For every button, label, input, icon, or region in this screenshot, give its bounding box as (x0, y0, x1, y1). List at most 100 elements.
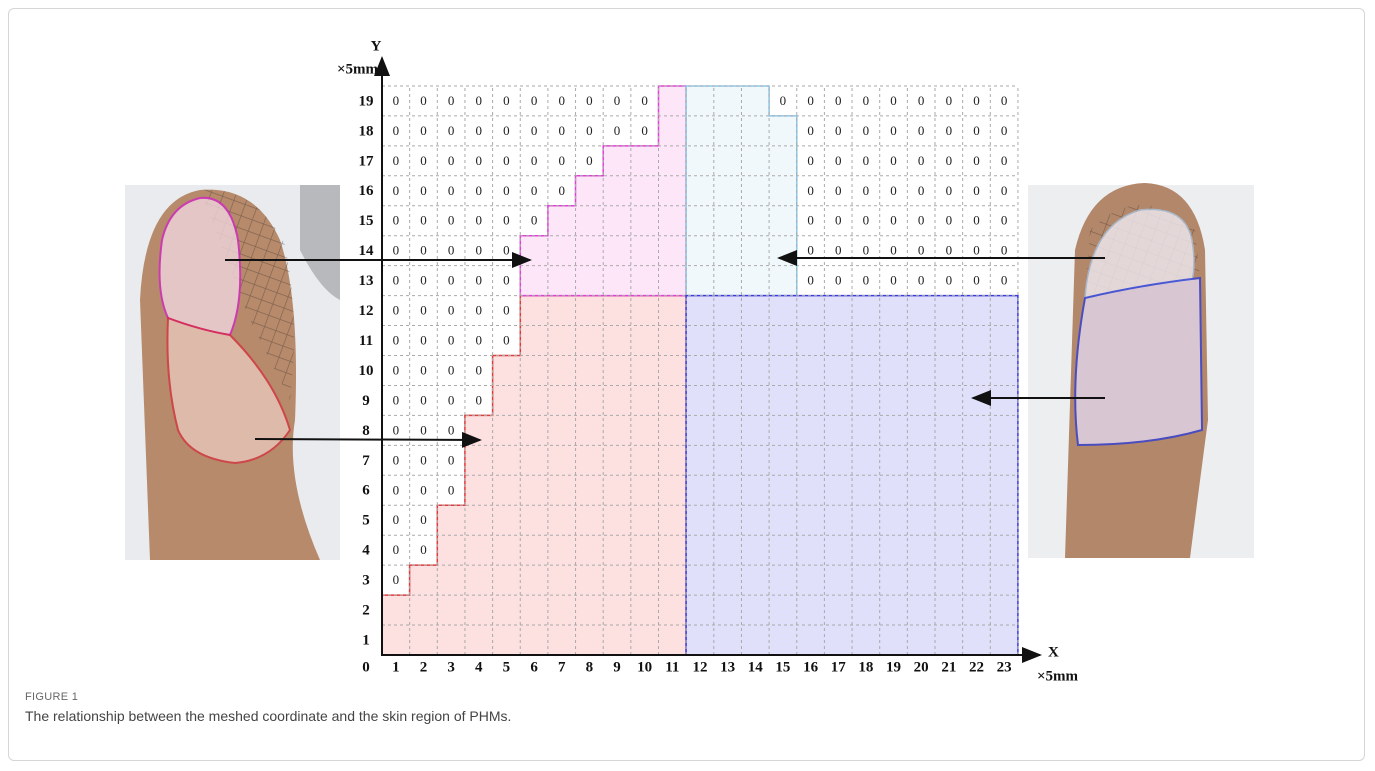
cell-value: 0 (476, 362, 483, 377)
cell-value: 0 (393, 153, 400, 168)
cell-value: 0 (420, 392, 427, 407)
x-tick-label: 6 (530, 659, 538, 675)
cell-value: 0 (420, 512, 427, 527)
caption-label: FIGURE 1 (25, 691, 78, 703)
cell-value: 0 (835, 213, 842, 228)
cell-value: 0 (973, 183, 980, 198)
cell-value: 0 (918, 183, 925, 198)
cell-value: 0 (863, 183, 870, 198)
cell-value: 0 (863, 153, 870, 168)
cell-value: 0 (393, 422, 400, 437)
y-tick-label: 11 (359, 333, 373, 349)
cell-value: 0 (558, 153, 565, 168)
cell-value: 0 (973, 93, 980, 108)
y-axis-unit: ×5mm (337, 61, 379, 77)
cell-value: 0 (476, 183, 483, 198)
x-tick-label: 7 (558, 659, 566, 675)
y-tick-label: 13 (359, 273, 374, 289)
cell-value: 0 (863, 123, 870, 138)
cell-value: 0 (503, 213, 510, 228)
cell-value: 0 (890, 93, 897, 108)
cell-value: 0 (890, 213, 897, 228)
cell-value: 0 (558, 183, 565, 198)
cell-value: 0 (393, 392, 400, 407)
cell-value: 0 (614, 123, 621, 138)
cell-value: 0 (448, 153, 455, 168)
cell-value: 0 (393, 243, 400, 258)
cell-value: 0 (835, 273, 842, 288)
right-photo (1028, 183, 1254, 558)
cell-value: 0 (503, 333, 510, 348)
cell-value: 0 (946, 243, 953, 258)
cell-value: 0 (807, 93, 814, 108)
cell-value: 0 (393, 93, 400, 108)
cell-value: 0 (973, 123, 980, 138)
y-tick-label: 5 (362, 513, 370, 529)
cell-value: 0 (420, 333, 427, 348)
cell-value: 0 (448, 183, 455, 198)
cell-value: 0 (1001, 93, 1008, 108)
cell-value: 0 (420, 482, 427, 497)
cell-value: 0 (448, 243, 455, 258)
cell-value: 0 (476, 243, 483, 258)
cell-value: 0 (393, 123, 400, 138)
cell-value: 0 (531, 153, 538, 168)
y-tick-label: 4 (362, 543, 370, 559)
cell-value: 0 (586, 93, 593, 108)
cell-value: 0 (558, 93, 565, 108)
x-tick-label: 10 (637, 659, 652, 675)
x-tick-label: 13 (720, 659, 735, 675)
cell-value: 0 (393, 572, 400, 587)
cell-value: 0 (918, 93, 925, 108)
cell-value: 0 (448, 93, 455, 108)
cell-value: 0 (835, 183, 842, 198)
x-tick-label: 15 (775, 659, 790, 675)
cell-value: 0 (807, 183, 814, 198)
cell-value: 0 (448, 452, 455, 467)
x-tick-label: 23 (997, 659, 1012, 675)
cell-value: 0 (807, 213, 814, 228)
cell-value: 0 (973, 213, 980, 228)
cell-value: 0 (835, 153, 842, 168)
cell-value: 0 (393, 183, 400, 198)
cell-value: 0 (420, 422, 427, 437)
cell-value: 0 (641, 123, 648, 138)
cell-value: 0 (946, 183, 953, 198)
x-tick-label: 19 (886, 659, 901, 675)
cell-value: 0 (448, 362, 455, 377)
cell-value: 0 (420, 213, 427, 228)
cell-value: 0 (946, 273, 953, 288)
left-photo (125, 185, 340, 560)
cell-value: 0 (946, 153, 953, 168)
cell-value: 0 (503, 243, 510, 258)
y-axis-name: Y (371, 38, 382, 54)
y-tick-label: 17 (359, 153, 375, 169)
cell-value: 0 (420, 183, 427, 198)
cell-value: 0 (503, 273, 510, 288)
cell-value: 0 (863, 273, 870, 288)
cell-value: 0 (863, 93, 870, 108)
y-tick-label: 9 (362, 393, 370, 409)
cell-value: 0 (614, 93, 621, 108)
cell-value: 0 (835, 243, 842, 258)
y-tick-label: 12 (359, 303, 374, 319)
cell-value: 0 (420, 93, 427, 108)
cell-value: 0 (503, 123, 510, 138)
y-tick-label: 14 (359, 243, 375, 259)
cell-value: 0 (1001, 273, 1008, 288)
cell-value: 0 (448, 333, 455, 348)
cell-value: 0 (448, 123, 455, 138)
cell-value: 0 (420, 123, 427, 138)
cell-value: 0 (476, 93, 483, 108)
cell-value: 0 (946, 93, 953, 108)
cell-value: 0 (393, 333, 400, 348)
cell-value: 0 (503, 183, 510, 198)
x-tick-label: 21 (941, 659, 956, 675)
cell-value: 0 (946, 213, 953, 228)
cell-value: 0 (918, 153, 925, 168)
cell-value: 0 (531, 123, 538, 138)
cell-value: 0 (393, 542, 400, 557)
y-tick-label: 19 (359, 93, 374, 109)
y-tick-label: 10 (359, 363, 374, 379)
cell-value: 0 (476, 333, 483, 348)
